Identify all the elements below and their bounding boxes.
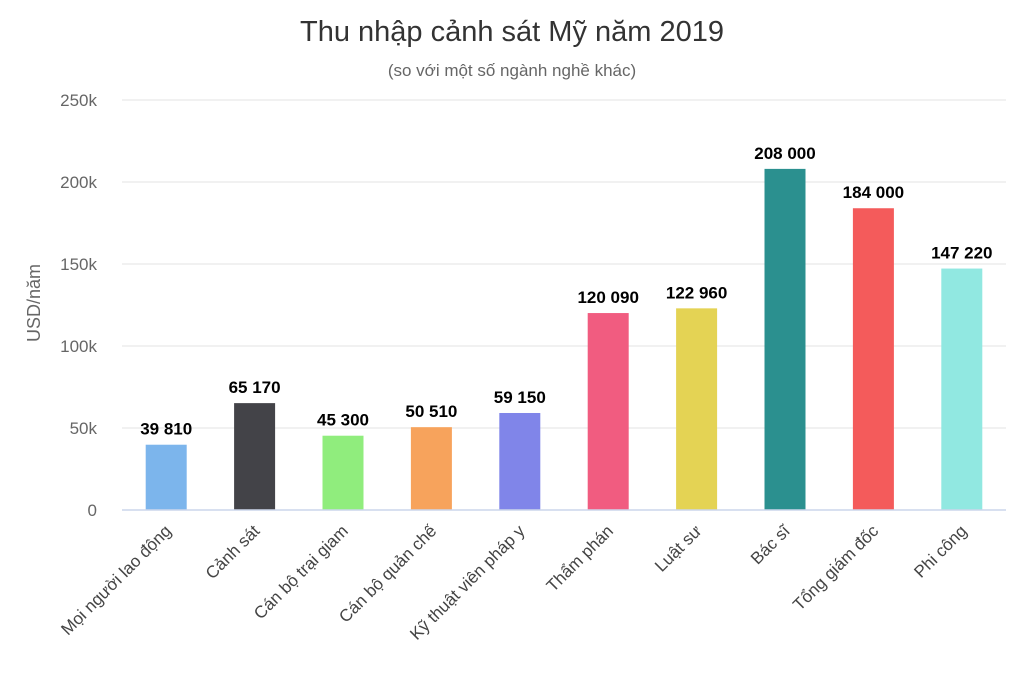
y-axis-label: USD/năm (24, 264, 44, 342)
data-label: 120 090 (577, 288, 638, 307)
data-label: 208 000 (754, 144, 815, 163)
data-label: 50 510 (405, 402, 457, 421)
x-tick-label: Bác sĩ (747, 520, 795, 568)
data-label: 184 000 (843, 183, 904, 202)
y-tick-label: 150k (60, 255, 97, 274)
data-label: 147 220 (931, 244, 992, 263)
y-tick-label: 100k (60, 337, 97, 356)
x-tick-label: Tổng giám đốc (789, 521, 882, 614)
bar (676, 308, 718, 510)
x-tick-label: Thẩm phán (543, 521, 617, 595)
data-label: 39 810 (140, 420, 192, 439)
y-axis-ticks: 0 50k 100k 150k 200k 250k (60, 91, 97, 520)
data-label: 59 150 (494, 388, 546, 407)
x-tick-label: Cảnh sát (202, 521, 264, 583)
bar (941, 268, 983, 510)
data-labels: 39 810 65 170 45 300 50 510 59 150 120 090 122… (140, 144, 992, 439)
bar (234, 403, 276, 510)
bars (145, 168, 983, 511)
bar (322, 435, 364, 510)
bar (852, 208, 894, 511)
bar (410, 427, 452, 510)
chart-title: Thu nhập cảnh sát Mỹ năm 2019 (300, 16, 724, 48)
x-tick-label: Cán bộ trại giam (250, 521, 352, 623)
data-label: 45 300 (317, 411, 369, 430)
y-tick-label: 0 (88, 501, 97, 520)
data-label: 122 960 (666, 283, 727, 302)
y-tick-label: 200k (60, 173, 97, 192)
bar (145, 444, 187, 510)
x-tick-label: Luật sư (651, 521, 705, 575)
bar (764, 168, 806, 510)
x-tick-label: Phi công (910, 521, 970, 581)
y-tick-label: 250k (60, 91, 97, 110)
y-tick-label: 50k (70, 419, 98, 438)
bar (587, 313, 629, 510)
x-tick-label: Mọi người lao động (57, 521, 175, 639)
bar (499, 412, 541, 510)
data-label: 65 170 (229, 378, 281, 397)
chart-subtitle: (so với một số ngành nghề khác) (388, 61, 636, 80)
